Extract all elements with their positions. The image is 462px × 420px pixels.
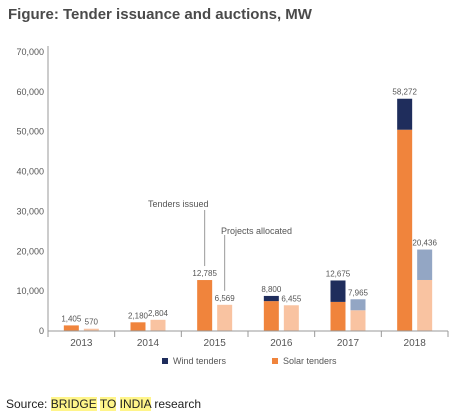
source-prefix: Source: bbox=[6, 397, 51, 411]
source-note: Source: BRIDGE TO INDIA research bbox=[6, 397, 201, 411]
bar-wind bbox=[350, 299, 366, 311]
bar-wind bbox=[397, 98, 413, 130]
y-tick-label: 10,000 bbox=[16, 286, 44, 296]
legend-swatch bbox=[162, 358, 168, 364]
bar-wind bbox=[417, 249, 433, 280]
bar-value-label: 6,569 bbox=[215, 294, 236, 303]
bar-solar bbox=[330, 301, 346, 331]
source-suffix: research bbox=[150, 397, 202, 411]
bar-solar bbox=[350, 310, 366, 331]
y-tick-label: 60,000 bbox=[16, 87, 44, 97]
legend: Wind tenders Solar tenders bbox=[162, 356, 337, 366]
legend-label: Solar tenders bbox=[283, 356, 337, 366]
source-brand-word: BRIDGE bbox=[50, 397, 97, 411]
bar-value-label: 2,180 bbox=[128, 311, 149, 320]
bar-wind bbox=[263, 295, 279, 302]
y-tick-label: 40,000 bbox=[16, 167, 44, 177]
bar-value-label: 6,455 bbox=[281, 294, 302, 303]
bars bbox=[63, 98, 433, 331]
x-tick-label: 2013 bbox=[70, 338, 93, 349]
x-tick-label: 2018 bbox=[404, 338, 427, 349]
legend-label: Wind tenders bbox=[173, 356, 227, 366]
bar-solar bbox=[263, 301, 279, 331]
value-labels: 1,405 2,180 12,785 8,800 12,675 58,272 570 2,80… bbox=[61, 88, 437, 327]
x-tick-label: 2016 bbox=[270, 338, 293, 349]
annotations: Tenders issued Projects allocated bbox=[148, 199, 292, 291]
y-tick-label: 50,000 bbox=[16, 127, 44, 137]
source-brand-word: TO bbox=[99, 397, 117, 411]
bar-solar bbox=[397, 129, 413, 331]
bar-solar bbox=[150, 319, 166, 331]
legend-swatch bbox=[272, 358, 278, 364]
tender-chart: 0 10,000 20,000 30,000 40,000 50,000 60,000 70,… bbox=[16, 46, 449, 366]
bar-solar bbox=[217, 304, 233, 331]
bar-solar bbox=[83, 328, 99, 331]
bar-value-label: 12,785 bbox=[192, 269, 217, 278]
annotation-label: Tenders issued bbox=[148, 199, 209, 209]
figure-title: Figure: Tender issuance and auctions, MW bbox=[8, 6, 312, 23]
y-axis: 0 10,000 20,000 30,000 40,000 50,000 60,000 70,… bbox=[16, 46, 49, 336]
y-tick-label: 20,000 bbox=[16, 246, 44, 256]
y-tick-label: 30,000 bbox=[16, 206, 44, 216]
bar-value-label: 7,965 bbox=[348, 288, 369, 297]
x-tick-label: 2015 bbox=[204, 338, 227, 349]
bar-value-label: 20,436 bbox=[412, 239, 437, 248]
bar-value-label: 58,272 bbox=[392, 88, 417, 97]
y-tick-label: 0 bbox=[39, 326, 44, 336]
annotation-label: Projects allocated bbox=[221, 226, 292, 236]
source-brand-word: INDIA bbox=[119, 397, 151, 411]
bar-solar bbox=[283, 305, 299, 331]
y-tick-label: 70,000 bbox=[16, 47, 44, 57]
bar-solar bbox=[130, 322, 146, 331]
bar-solar bbox=[197, 280, 213, 331]
bar-value-label: 12,675 bbox=[326, 269, 351, 278]
bar-solar bbox=[417, 279, 433, 331]
bar-value-label: 570 bbox=[85, 318, 99, 327]
x-tick-label: 2017 bbox=[337, 338, 360, 349]
bar-wind bbox=[330, 280, 346, 302]
bar-value-label: 2,804 bbox=[148, 309, 169, 318]
x-tick-label: 2014 bbox=[137, 338, 160, 349]
x-axis: 2013 2014 2015 2016 2017 2018 bbox=[47, 330, 449, 349]
bar-value-label: 1,405 bbox=[61, 314, 82, 323]
bar-value-label: 8,800 bbox=[261, 285, 282, 294]
bar-solar bbox=[63, 325, 79, 331]
